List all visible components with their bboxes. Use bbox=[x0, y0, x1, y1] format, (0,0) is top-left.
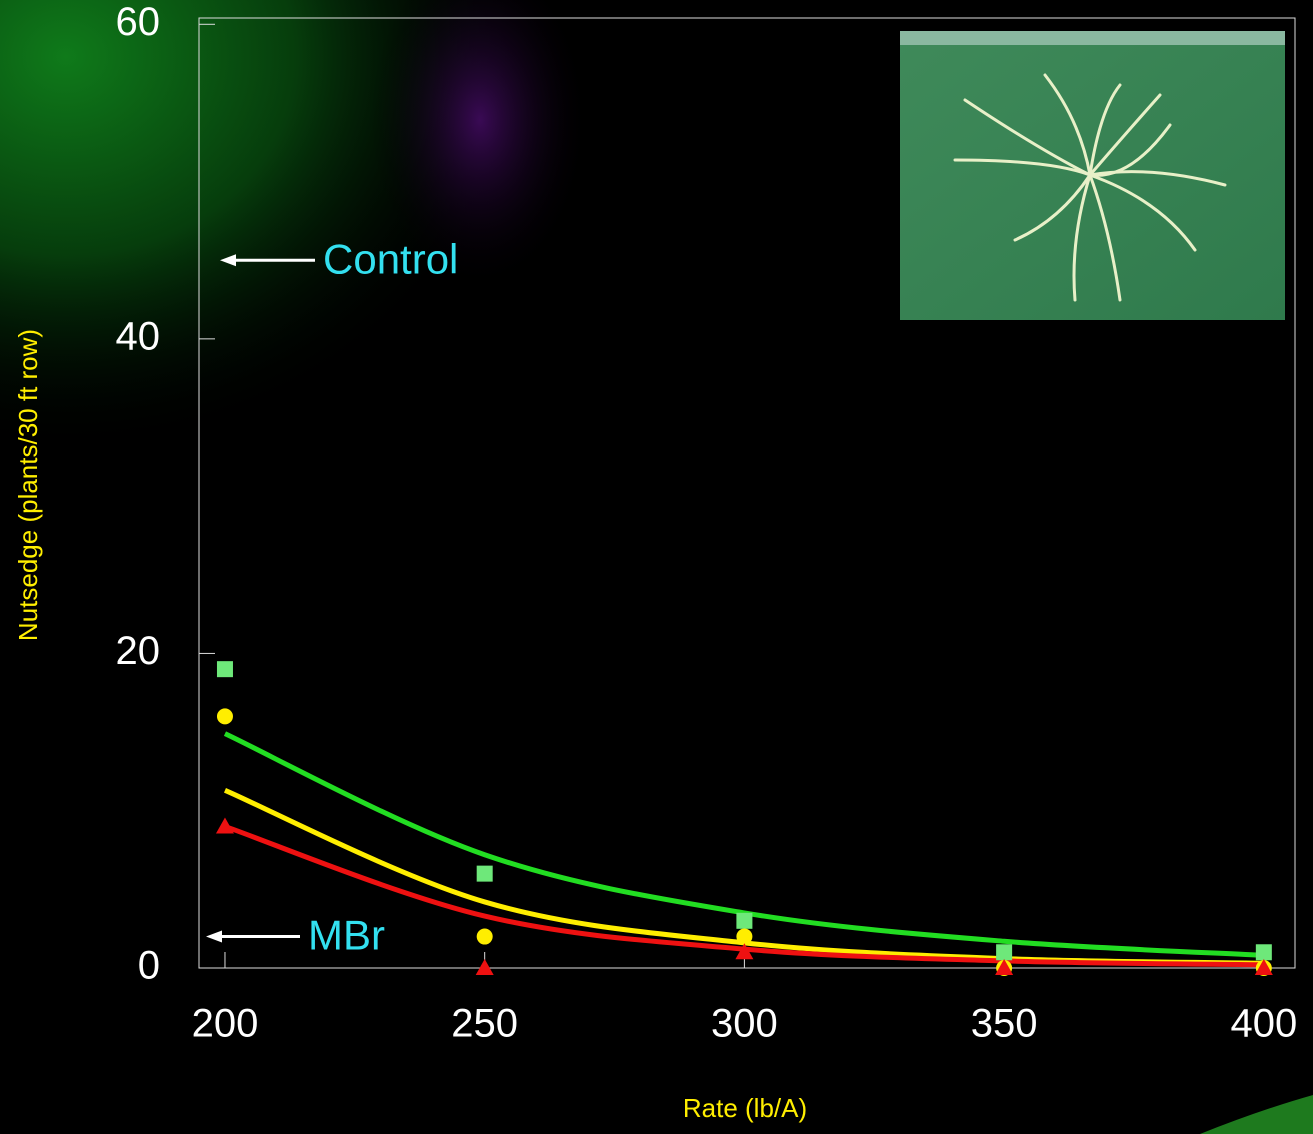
x-tick-label: 350 bbox=[971, 1002, 1038, 1046]
x-axis-title: Rate (lb/A) bbox=[683, 1093, 807, 1123]
point bbox=[477, 866, 493, 882]
annotation-label: Control bbox=[323, 235, 458, 282]
x-tick-label: 250 bbox=[451, 1002, 518, 1046]
x-tick-label: 300 bbox=[711, 1002, 778, 1046]
y-tick-label: 20 bbox=[116, 629, 161, 673]
photo-inset bbox=[900, 31, 1285, 320]
annotation-label: MBr bbox=[308, 912, 385, 959]
y-tick-label: 60 bbox=[116, 0, 161, 44]
point bbox=[477, 929, 493, 945]
photo-edge bbox=[900, 31, 1285, 45]
point bbox=[217, 708, 233, 724]
point bbox=[736, 929, 752, 945]
chart: Rate (lb/A) Nutsedge (plants/30 ft row) … bbox=[0, 0, 1313, 1134]
x-tick-label: 200 bbox=[192, 1002, 259, 1046]
point bbox=[217, 661, 233, 677]
y-tick-label: 0 bbox=[138, 944, 160, 988]
y-axis-title: Nutsedge (plants/30 ft row) bbox=[13, 329, 43, 641]
point bbox=[996, 944, 1012, 960]
point bbox=[1256, 944, 1272, 960]
x-tick-label: 400 bbox=[1230, 1002, 1297, 1046]
y-tick-label: 40 bbox=[116, 314, 161, 358]
point bbox=[736, 913, 752, 929]
